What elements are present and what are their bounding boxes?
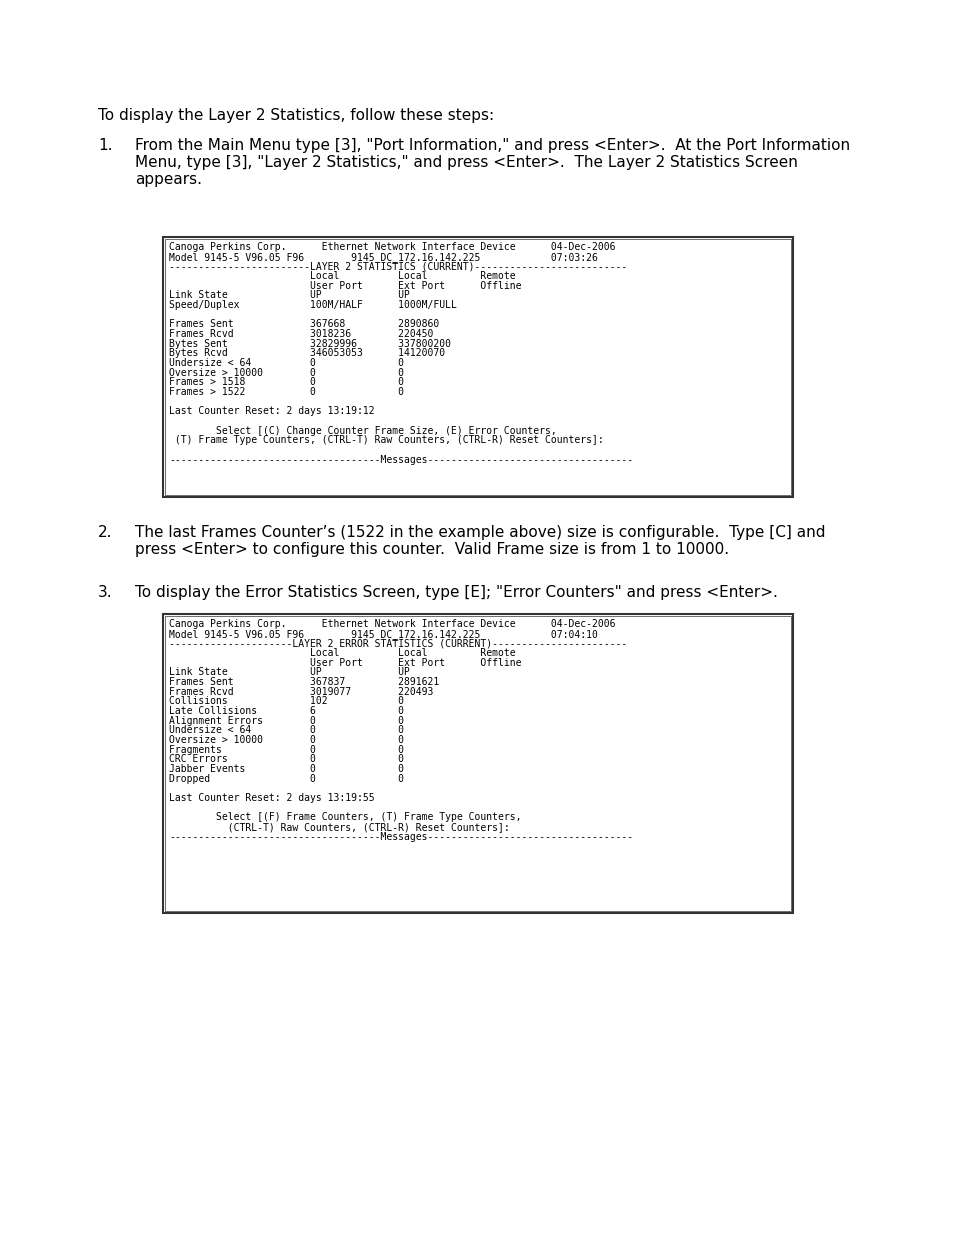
Text: To display the Layer 2 Statistics, follow these steps:: To display the Layer 2 Statistics, follo… — [98, 107, 494, 124]
Text: 3.: 3. — [98, 585, 112, 600]
Text: Frames Rcvd             3019077        220493: Frames Rcvd 3019077 220493 — [169, 687, 433, 697]
Text: Oversize > 10000        0              0: Oversize > 10000 0 0 — [169, 368, 403, 378]
Text: Jabber Events           0              0: Jabber Events 0 0 — [169, 764, 403, 774]
Text: Canoga Perkins Corp.      Ethernet Network Interface Device      04-Dec-2006: Canoga Perkins Corp. Ethernet Network In… — [169, 242, 615, 252]
Text: Late Collisions         6              0: Late Collisions 6 0 — [169, 706, 403, 716]
Text: CRC Errors              0              0: CRC Errors 0 0 — [169, 755, 403, 764]
Text: Oversize > 10000        0              0: Oversize > 10000 0 0 — [169, 735, 403, 745]
Text: Fragments               0              0: Fragments 0 0 — [169, 745, 403, 755]
Text: 1.: 1. — [98, 138, 112, 153]
Text: ---------------------LAYER 2 ERROR STATISTICS (CURRENT)-----------------------: ---------------------LAYER 2 ERROR STATI… — [169, 638, 626, 648]
Text: appears.: appears. — [135, 172, 202, 186]
Text: Last Counter Reset: 2 days 13:19:55: Last Counter Reset: 2 days 13:19:55 — [169, 793, 375, 803]
Bar — [165, 616, 790, 911]
Text: Model 9145-5 V96.05 F96        9145 DC_172.16.142.225            07:03:26: Model 9145-5 V96.05 F96 9145 DC_172.16.1… — [169, 252, 598, 263]
Text: The last Frames Counter’s (1522 in the example above) size is configurable.  Typ: The last Frames Counter’s (1522 in the e… — [135, 525, 824, 540]
Text: Alignment Errors        0              0: Alignment Errors 0 0 — [169, 715, 403, 726]
Text: Speed/Duplex            100M/HALF      1000M/FULL: Speed/Duplex 100M/HALF 1000M/FULL — [169, 300, 456, 310]
Text: Frames Rcvd             3018236        220450: Frames Rcvd 3018236 220450 — [169, 329, 433, 338]
Text: To display the Error Statistics Screen, type [E]; "Error Counters" and press <En: To display the Error Statistics Screen, … — [135, 585, 777, 600]
Text: Bytes Sent              32829996       337800200: Bytes Sent 32829996 337800200 — [169, 338, 451, 348]
Text: Undersize < 64          0              0: Undersize < 64 0 0 — [169, 358, 403, 368]
Text: press <Enter> to configure this counter.  Valid Frame size is from 1 to 10000.: press <Enter> to configure this counter.… — [135, 542, 728, 557]
Text: User Port      Ext Port      Offline: User Port Ext Port Offline — [169, 280, 521, 290]
Text: Last Counter Reset: 2 days 13:19:12: Last Counter Reset: 2 days 13:19:12 — [169, 406, 375, 416]
Bar — [163, 237, 792, 496]
Text: Dropped                 0              0: Dropped 0 0 — [169, 773, 403, 783]
Text: Undersize < 64          0              0: Undersize < 64 0 0 — [169, 725, 403, 735]
Text: Frames Sent             367668         2890860: Frames Sent 367668 2890860 — [169, 320, 438, 330]
Text: Link State              UP             UP: Link State UP UP — [169, 290, 410, 300]
Text: (CTRL-T) Raw Counters, (CTRL-R) Reset Counters]:: (CTRL-T) Raw Counters, (CTRL-R) Reset Co… — [169, 821, 509, 832]
Text: Menu, type [3], "Layer 2 Statistics," and press <Enter>.  The Layer 2 Statistics: Menu, type [3], "Layer 2 Statistics," an… — [135, 156, 797, 170]
Text: Collisions              102            0: Collisions 102 0 — [169, 697, 403, 706]
Text: User Port      Ext Port      Offline: User Port Ext Port Offline — [169, 658, 521, 668]
Text: Local          Local         Remote: Local Local Remote — [169, 270, 515, 282]
Text: Frames > 1518           0              0: Frames > 1518 0 0 — [169, 377, 403, 388]
Text: Select [(C) Change Counter Frame Size, (E) Error Counters,: Select [(C) Change Counter Frame Size, (… — [169, 426, 557, 436]
Text: 2.: 2. — [98, 525, 112, 540]
Text: Bytes Rcvd              346053053      14120070: Bytes Rcvd 346053053 14120070 — [169, 348, 445, 358]
Text: Model 9145-5 V96.05 F96        9145 DC_172.16.142.225            07:04:10: Model 9145-5 V96.05 F96 9145 DC_172.16.1… — [169, 629, 598, 640]
Text: (T) Frame Type Counters, (CTRL-T) Raw Counters, (CTRL-R) Reset Counters]:: (T) Frame Type Counters, (CTRL-T) Raw Co… — [169, 435, 603, 445]
Text: ------------------------------------Messages-----------------------------------: ------------------------------------Mess… — [169, 831, 633, 841]
Text: ------------------------------------Messages-----------------------------------: ------------------------------------Mess… — [169, 454, 633, 464]
Text: Canoga Perkins Corp.      Ethernet Network Interface Device      04-Dec-2006: Canoga Perkins Corp. Ethernet Network In… — [169, 619, 615, 629]
Text: Select [(F) Frame Counters, (T) Frame Type Counters,: Select [(F) Frame Counters, (T) Frame Ty… — [169, 813, 521, 823]
Text: Local          Local         Remote: Local Local Remote — [169, 648, 515, 658]
Bar — [163, 614, 792, 913]
Text: ------------------------LAYER 2 STATISTICS (CURRENT)--------------------------: ------------------------LAYER 2 STATISTI… — [169, 262, 626, 272]
Text: Link State              UP             UP: Link State UP UP — [169, 667, 410, 677]
Bar — [165, 240, 790, 495]
Text: Frames > 1522           0              0: Frames > 1522 0 0 — [169, 387, 403, 396]
Text: From the Main Menu type [3], "Port Information," and press <Enter>.  At the Port: From the Main Menu type [3], "Port Infor… — [135, 138, 849, 153]
Text: Frames Sent             367837         2891621: Frames Sent 367837 2891621 — [169, 677, 438, 687]
